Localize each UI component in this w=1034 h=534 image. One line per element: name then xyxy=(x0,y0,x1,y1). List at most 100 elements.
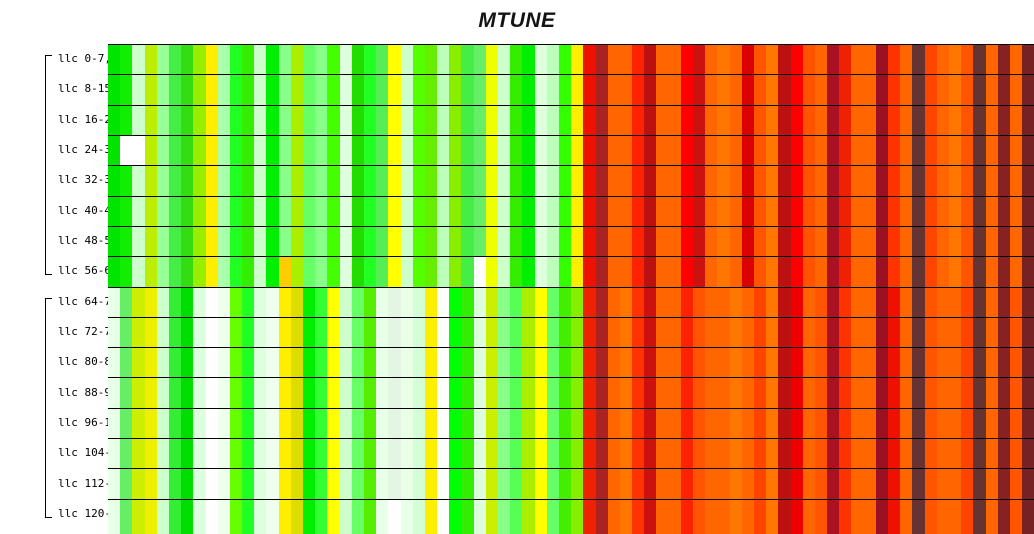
heatmap-cell xyxy=(814,166,828,196)
heatmap-cell xyxy=(534,287,547,317)
heatmap-cell xyxy=(583,469,596,499)
heatmap-cell xyxy=(546,499,559,534)
heatmap-cell xyxy=(534,135,547,166)
row-label: llc 8-15 xyxy=(58,82,108,96)
heatmap-cell xyxy=(485,105,498,135)
heatmap-cell xyxy=(144,226,157,257)
heatmap-cell xyxy=(266,378,279,408)
heatmap-cell xyxy=(875,75,888,105)
heatmap-cell xyxy=(912,75,925,105)
heatmap-cell xyxy=(766,75,779,105)
heatmap-cell xyxy=(1009,135,1023,166)
heatmap-cell xyxy=(997,105,1010,135)
heatmap-cell xyxy=(632,166,645,196)
heatmap-cell xyxy=(802,439,815,469)
heatmap-cell xyxy=(229,439,243,469)
heatmap-cell xyxy=(181,257,194,287)
heatmap-cell xyxy=(327,45,340,75)
heatmap-cell xyxy=(863,317,876,348)
heatmap-cell xyxy=(607,135,620,166)
heatmap-cell xyxy=(412,257,425,287)
heatmap-cell xyxy=(851,348,864,378)
heatmap-cell xyxy=(900,105,913,135)
heatmap-cell xyxy=(875,408,888,439)
heatmap-cell xyxy=(522,105,535,135)
heatmap-cell xyxy=(546,105,559,135)
heatmap-cell xyxy=(802,348,815,378)
heatmap-cell xyxy=(144,439,157,469)
heatmap-cell xyxy=(912,135,925,166)
heatmap-cell xyxy=(156,317,169,348)
heatmap-cell xyxy=(644,45,657,75)
heatmap-cell xyxy=(205,499,218,534)
heatmap-cell xyxy=(498,439,511,469)
heatmap-cell xyxy=(473,45,486,75)
heatmap-cell xyxy=(888,75,901,105)
row-label: llc 112- xyxy=(58,476,108,490)
heatmap-cell xyxy=(936,226,949,257)
heatmap-cell xyxy=(985,378,998,408)
heatmap-cell xyxy=(997,499,1010,534)
heatmap-cell xyxy=(827,75,840,105)
heatmap-cell xyxy=(473,75,486,105)
heatmap-cell xyxy=(144,135,157,166)
heatmap-cell xyxy=(205,257,218,287)
heatmap-cell xyxy=(351,408,364,439)
heatmap-cell xyxy=(900,196,913,226)
heatmap xyxy=(108,44,1034,534)
heatmap-cell xyxy=(412,408,425,439)
heatmap-cell xyxy=(802,135,815,166)
heatmap-cell xyxy=(997,196,1010,226)
heatmap-cell xyxy=(985,257,998,287)
heatmap-cell xyxy=(790,226,803,257)
heatmap-cell xyxy=(120,135,133,166)
heatmap-cell xyxy=(766,408,779,439)
heatmap-cell xyxy=(168,408,182,439)
heatmap-cell xyxy=(656,408,669,439)
heatmap-cell xyxy=(351,226,364,257)
heatmap-cell xyxy=(351,135,364,166)
heatmap-cell xyxy=(108,45,121,75)
heatmap-cell xyxy=(193,226,206,257)
heatmap-cell xyxy=(303,408,316,439)
heatmap-cell xyxy=(607,105,620,135)
heatmap-cell xyxy=(254,408,267,439)
heatmap-cell xyxy=(412,348,425,378)
heatmap-cell xyxy=(376,135,389,166)
heatmap-cell xyxy=(1022,408,1034,439)
heatmap-cell xyxy=(327,378,340,408)
heatmap-cell xyxy=(973,196,986,226)
heatmap-cell xyxy=(632,226,645,257)
heatmap-cell xyxy=(339,45,352,75)
heatmap-cell xyxy=(656,257,669,287)
heatmap-cell xyxy=(827,196,840,226)
heatmap-cell xyxy=(156,469,169,499)
heatmap-cell xyxy=(607,499,620,534)
heatmap-cell xyxy=(351,469,364,499)
heatmap-cell xyxy=(705,378,718,408)
heatmap-cell xyxy=(595,226,608,257)
heatmap-cell xyxy=(839,196,852,226)
heatmap-cell xyxy=(510,287,523,317)
heatmap-cell xyxy=(437,378,450,408)
heatmap-cell xyxy=(778,105,791,135)
heatmap-cell xyxy=(1022,348,1034,378)
heatmap-cell xyxy=(242,499,255,534)
heatmap-cell xyxy=(254,317,267,348)
heatmap-cell xyxy=(680,348,693,378)
heatmap-cell xyxy=(607,257,620,287)
heatmap-cell xyxy=(485,196,498,226)
heatmap-cell xyxy=(583,45,596,75)
heatmap-cell xyxy=(546,439,559,469)
heatmap-cell xyxy=(680,287,693,317)
heatmap-row xyxy=(108,195,1034,226)
heatmap-cell xyxy=(534,226,547,257)
heatmap-cell xyxy=(315,287,328,317)
heatmap-cell xyxy=(753,348,767,378)
heatmap-cell xyxy=(839,499,852,534)
heatmap-cell xyxy=(132,378,145,408)
heatmap-cell xyxy=(168,499,182,534)
heatmap-cell xyxy=(290,287,303,317)
heatmap-cell xyxy=(315,317,328,348)
heatmap-cell xyxy=(400,499,413,534)
